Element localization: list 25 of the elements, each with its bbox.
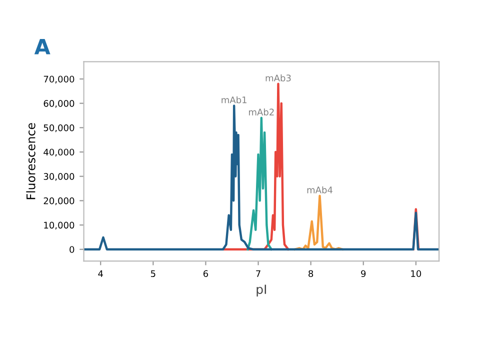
y-axis-title: Fluorescence: [26, 123, 36, 200]
y-tick-label: 50,000: [44, 124, 74, 132]
chart-title: A: [34, 39, 50, 54]
x-tick-label: 8: [308, 270, 314, 278]
x-tick-label: 5: [150, 270, 156, 278]
y-tick-label: 70,000: [44, 76, 74, 84]
line-series: [246, 116, 273, 250]
x-tick-label: 4: [98, 270, 103, 277]
x-tick-label: 10: [411, 270, 422, 278]
series-label: mAb2: [249, 108, 274, 116]
line-series: [84, 104, 440, 250]
y-tick-label: 20,000: [44, 197, 74, 206]
x-tick-label: 9: [361, 270, 366, 278]
y-tick-label: 10,000: [44, 222, 74, 230]
x-tick-label: 6: [203, 270, 208, 278]
series-label: mAb1: [222, 96, 246, 104]
series-label: mAb3: [266, 74, 291, 82]
y-tick-label: 60,000: [44, 100, 74, 108]
x-tick-label: 7: [256, 270, 260, 277]
y-tick-label: 40,000: [44, 148, 74, 156]
y-tick-label: 0: [70, 246, 74, 253]
series-label: mAb4: [307, 186, 332, 194]
line-series: [294, 194, 344, 250]
y-tick-label: 30,000: [44, 173, 74, 181]
x-axis-title: pI: [256, 284, 266, 296]
